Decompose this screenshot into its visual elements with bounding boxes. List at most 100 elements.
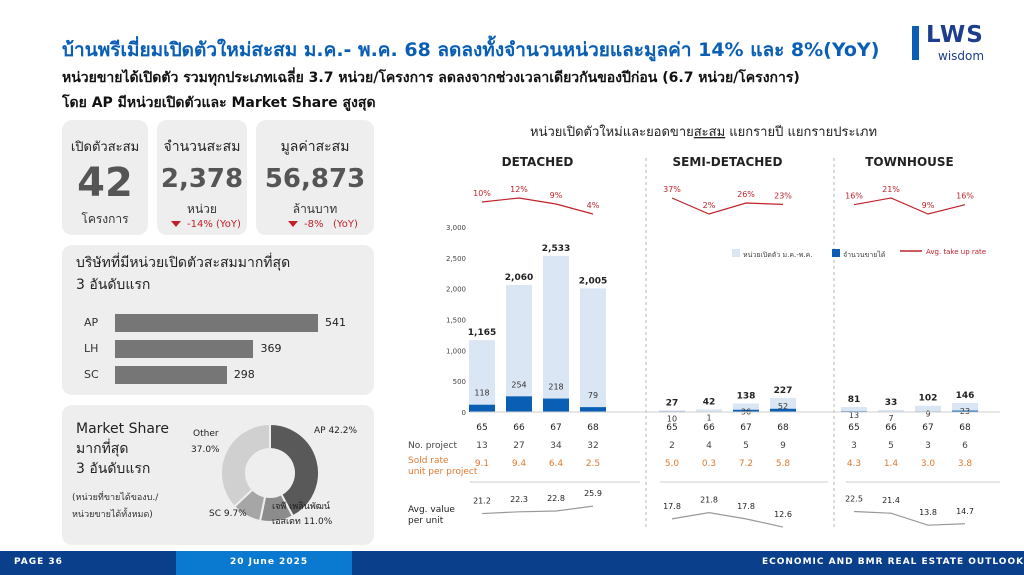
bar-sold-label: 218 xyxy=(548,383,563,392)
projects-value: 13 xyxy=(476,441,487,451)
sold-rate-value: 3.0 xyxy=(921,459,936,469)
bar-launched-label: 138 xyxy=(737,391,756,401)
bar-launched-label: 2,005 xyxy=(579,276,607,286)
bar-sold xyxy=(580,407,606,412)
sold-rate-value: 4.3 xyxy=(847,459,861,469)
kpi-label: จำนวนสะสม xyxy=(163,139,241,155)
y-tick-label: 1,500 xyxy=(446,317,466,325)
developer-label: LH xyxy=(84,342,99,355)
bar-launched xyxy=(506,284,532,412)
bar-sold-label: 23 xyxy=(960,407,970,416)
footer-date-segment xyxy=(176,551,352,575)
avg-value-label: 22.3 xyxy=(510,495,528,504)
bar-sold-label: 13 xyxy=(849,411,859,420)
row-label-sold-rate: Sold rate xyxy=(408,456,449,466)
legend-sold-label: จำนวนขายได้ xyxy=(843,250,885,259)
ms-note-line2: หน่วยขายได้ทั้งหมด) xyxy=(72,510,153,520)
donut-label-jp: เจพี เพลินพัฒน์ xyxy=(272,500,330,512)
down-triangle-icon xyxy=(171,221,181,227)
logo-bar-icon xyxy=(912,26,919,60)
avg-value-label: 17.8 xyxy=(663,502,681,511)
bar-launched-label: 27 xyxy=(666,398,679,408)
kpi-unit: โครงการ xyxy=(81,212,129,226)
bar-launched-label: 1,165 xyxy=(468,328,496,338)
takeup-rate-label: 10% xyxy=(473,189,491,198)
sold-rate-value: 9.1 xyxy=(475,459,489,469)
projects-value: 2 xyxy=(669,441,675,451)
x-tick-year: 66 xyxy=(885,423,897,433)
bar-sold-label: 118 xyxy=(474,389,489,398)
takeup-rate-line xyxy=(671,197,784,215)
takeup-rate-label: 21% xyxy=(882,185,900,194)
chart-title: หน่วยเปิดตัวใหม่และยอดขายสะสม แยกรายปี แ… xyxy=(530,124,877,140)
developer-label: SC xyxy=(84,368,99,381)
takeup-rate-label: 4% xyxy=(587,201,600,210)
group-header: DETACHED xyxy=(502,155,574,169)
bar-launched xyxy=(659,410,685,412)
legend-takeup-label: Avg. take up rate xyxy=(926,248,986,256)
ms-title-line3: 3 อันดับแรก xyxy=(76,461,151,477)
takeup-rate-label: 2% xyxy=(703,201,716,210)
top-developers-panel: บริษัทที่มีหน่วยเปิดตัวสะสมมากที่สุด 3 อ… xyxy=(62,245,374,395)
bar-launched-label: 102 xyxy=(919,394,938,404)
bar-launched xyxy=(915,405,941,412)
y-tick-label: 0 xyxy=(462,409,466,417)
panel-title-line1: บริษัทที่มีหน่วยเปิดตัวสะสมมากที่สุด xyxy=(76,255,291,271)
projects-value: 9 xyxy=(780,441,786,451)
bar-launched-label: 2,533 xyxy=(542,244,570,254)
avg-value-label: 13.8 xyxy=(919,508,937,517)
x-tick-year: 65 xyxy=(666,423,677,433)
bar-sold-label: 7 xyxy=(888,414,893,423)
takeup-rate-line xyxy=(481,197,594,215)
projects-value: 5 xyxy=(743,441,749,451)
ms-title-line1: Market Share xyxy=(76,421,169,437)
bar-launched-label: 42 xyxy=(703,397,716,407)
x-tick-year: 67 xyxy=(740,423,751,433)
page-subtitle-2: โดย AP มีหน่วยเปิดตัวและ Market Share สู… xyxy=(62,95,376,111)
sold-rate-value: 5.0 xyxy=(665,459,680,469)
projects-value: 34 xyxy=(550,441,562,451)
bar-launched-label: 2,060 xyxy=(505,273,533,283)
donut-label-other: Other xyxy=(193,429,219,439)
takeup-rate-label: 9% xyxy=(550,191,563,200)
row-label-projects: No. project xyxy=(408,441,458,451)
logo-tagline: wisdom xyxy=(938,49,985,63)
takeup-rate-label: 9% xyxy=(922,201,935,210)
kpi-change: -14% (YoY) xyxy=(171,219,241,230)
logo-name: LWS xyxy=(926,22,984,48)
y-tick-label: 2,000 xyxy=(446,286,466,294)
row-label-sold-rate: unit per project xyxy=(408,467,478,477)
launch-sales-chart: หน่วยเปิดตัวใหม่และยอดขายสะสม แยกรายปี แ… xyxy=(408,124,1000,528)
sold-rate-value: 2.5 xyxy=(586,459,600,469)
donut-slice xyxy=(269,422,320,518)
takeup-rate-label: 16% xyxy=(845,192,863,201)
developer-value: 369 xyxy=(260,342,282,355)
projects-value: 3 xyxy=(925,441,931,451)
avg-value-label: 12.6 xyxy=(774,510,792,519)
sold-rate-value: 9.4 xyxy=(512,459,527,469)
sold-rate-value: 7.2 xyxy=(739,459,753,469)
x-tick-year: 66 xyxy=(513,423,525,433)
donut-label-jp: เอสเตท 11.0% xyxy=(272,517,333,527)
kpi-card-units: จำนวนสะสม 2,378 หน่วย -14% (YoY) xyxy=(157,120,247,235)
market-share-donut: AP 42.2% เจพี เพลินพัฒน์เอสเตท 11.0% SC 9.… xyxy=(191,422,357,527)
takeup-rate-label: 23% xyxy=(774,191,792,200)
avg-value-label: 25.9 xyxy=(584,489,602,498)
bar-sold-label: 254 xyxy=(511,380,526,389)
bar-launched xyxy=(696,409,722,412)
y-tick-label: 1,000 xyxy=(446,347,466,355)
bar-launched xyxy=(878,409,904,412)
x-tick-year: 66 xyxy=(703,423,715,433)
group-header: SEMI-DETACHED xyxy=(673,155,783,169)
page-title: บ้านพรีเมี่ยมเปิดตัวใหม่สะสม ม.ค.- พ.ค. … xyxy=(62,39,880,61)
kpi-card-value: มูลค่าสะสม 56,873 ล้านบาท -8% (YoY) xyxy=(256,120,374,235)
developer-bar xyxy=(115,314,318,332)
takeup-rate-label: 16% xyxy=(956,192,974,201)
legend-sold-swatch xyxy=(832,249,840,257)
kpi-value: 56,873 xyxy=(264,164,366,194)
footer-bar: PAGE 36 20 June 2025 ECONOMIC AND BMR RE… xyxy=(0,551,1024,575)
x-tick-year: 68 xyxy=(959,423,971,433)
bar-sold-label: 10 xyxy=(667,414,677,423)
projects-value: 27 xyxy=(513,441,524,451)
bar-sold xyxy=(543,398,569,412)
